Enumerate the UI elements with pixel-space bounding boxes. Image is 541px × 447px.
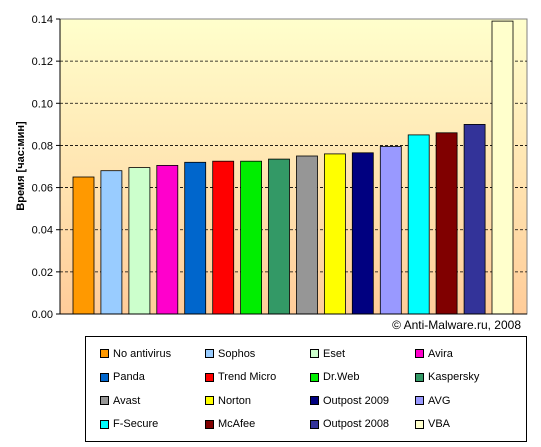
legend-swatch	[415, 396, 424, 406]
legend-swatch	[205, 372, 214, 382]
legend-swatch	[310, 372, 319, 382]
legend-label: Sophos	[218, 347, 256, 360]
bar-avg	[379, 146, 402, 315]
bar-avira	[156, 164, 179, 315]
y-tick-label: 0.04	[32, 225, 53, 237]
legend-item: Panda	[100, 366, 205, 390]
legend-label: Dr.Web	[323, 371, 360, 384]
y-tick-label: 0.06	[32, 183, 53, 195]
legend-item: Dr.Web	[310, 366, 415, 390]
legend-label: No antivirus	[113, 347, 172, 360]
y-tick-label: 0.12	[32, 56, 53, 68]
legend-item: Avast	[100, 389, 205, 413]
legend-item: No antivirus	[100, 342, 205, 366]
legend-swatch	[100, 396, 109, 406]
legend-item: Kaspersky	[415, 366, 520, 390]
copyright-text: © Anti-Malware.ru, 2008	[392, 318, 521, 332]
bar-eset	[128, 167, 151, 315]
legend-label: Panda	[113, 371, 145, 384]
bar-mcafee	[435, 132, 458, 315]
legend-item: VBA	[415, 413, 520, 437]
bar-vba	[491, 20, 514, 315]
legend-label: Eset	[323, 347, 346, 360]
bar-outpost-2008	[463, 124, 486, 315]
y-tick-label: 0.00	[32, 309, 53, 321]
bar-dr-web	[240, 160, 263, 315]
legend-label: Outpost 2008	[323, 418, 390, 431]
legend-label: Trend Micro	[218, 371, 277, 384]
legend-item: Norton	[205, 389, 310, 413]
legend-item: Trend Micro	[205, 366, 310, 390]
legend-item: Outpost 2008	[310, 413, 415, 437]
bar-kaspersky	[268, 158, 290, 315]
legend-swatch	[205, 396, 214, 406]
legend-item: F-Secure	[100, 413, 205, 437]
y-axis-label: Время [час:мин]	[15, 121, 27, 211]
bar-no-antivirus	[72, 176, 95, 315]
legend-swatch	[415, 372, 424, 382]
legend-swatch	[205, 419, 214, 429]
legend-swatch	[310, 396, 319, 406]
legend-label: VBA	[428, 418, 451, 431]
bar-avast	[296, 155, 318, 315]
legend-item: AVG	[415, 389, 520, 413]
y-tick-label: 0.08	[32, 140, 53, 152]
legend-label: Kaspersky	[428, 371, 480, 384]
legend-swatch	[205, 349, 214, 359]
legend-label: McAfee	[218, 418, 256, 431]
y-tick-label: 0.02	[32, 267, 53, 279]
legend-item: Eset	[310, 342, 415, 366]
legend-swatch	[415, 419, 424, 429]
legend-item: McAfee	[205, 413, 310, 437]
legend-swatch	[100, 419, 109, 429]
y-tick-label: 0.14	[32, 14, 53, 26]
bars	[72, 20, 514, 315]
legend-label: AVG	[428, 394, 451, 407]
legend: No antivirus Sophos Eset Avira Panda Trend Mi…	[85, 336, 527, 442]
bar-trend-micro	[212, 160, 235, 315]
legend-swatch	[415, 349, 424, 359]
legend-item: Outpost 2009	[310, 389, 415, 413]
legend-label: Avast	[113, 394, 141, 407]
y-tick-label: 0.10	[32, 98, 53, 110]
bar-norton	[323, 153, 346, 315]
legend-label: Norton	[218, 394, 252, 407]
legend-item: Sophos	[205, 342, 310, 366]
y-axis-ticks: 0.00 0.02 0.04 0.06 0.08 0.10 0.12 0.14	[32, 14, 60, 321]
legend-swatch	[310, 349, 319, 359]
bar-panda	[184, 161, 207, 315]
legend-swatch	[100, 372, 109, 382]
legend-swatch	[310, 419, 319, 429]
legend-swatch	[100, 349, 109, 359]
bar-outpost-2009	[351, 152, 374, 315]
legend-item: Avira	[415, 342, 520, 366]
legend-label: Outpost 2009	[323, 394, 390, 407]
legend-label: Avira	[428, 347, 453, 360]
bar-f-secure	[407, 134, 430, 315]
bar-sophos	[100, 170, 123, 315]
legend-label: F-Secure	[113, 418, 159, 431]
